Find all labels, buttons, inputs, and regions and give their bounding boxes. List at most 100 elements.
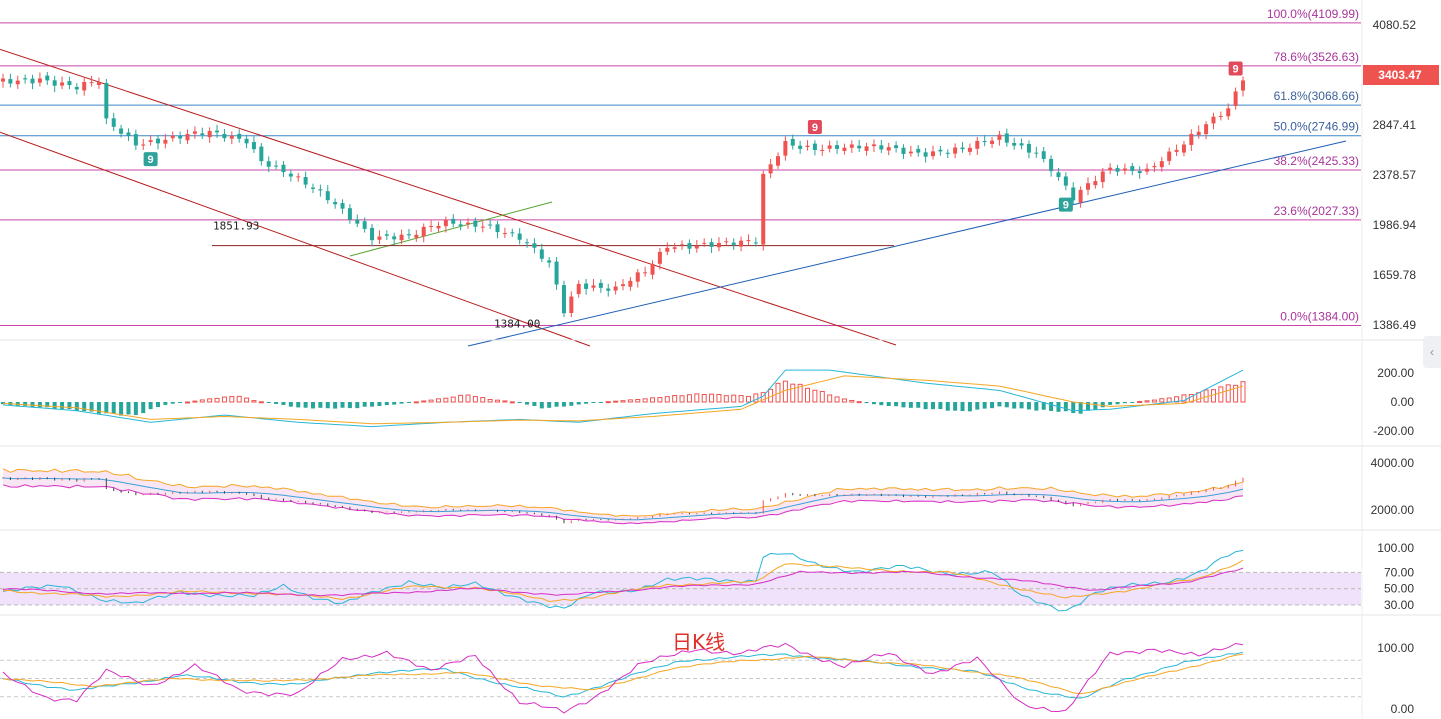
macd-histogram-bar [856,401,862,404]
candle-body [215,130,220,133]
axis-tick-label: 2847.41 [1373,118,1417,132]
kdj-d-line [2,653,1244,695]
macd-histogram-bar [886,402,891,407]
candle-body [1049,158,1054,172]
candle-body [82,81,87,91]
td-marker-label: 9 [812,122,818,134]
macd-histogram-bar [362,402,367,407]
candle-body [288,173,293,177]
macd-histogram-bar [569,402,574,406]
macd-histogram-bar [347,402,352,409]
macd-histogram-bar [642,398,648,403]
macd-histogram-bar [266,402,271,403]
candle-body [325,191,330,201]
candle-body [975,140,980,149]
macd-histogram-bar [990,402,995,409]
macd-histogram-bar [908,402,913,408]
macd-histogram-bar [916,402,921,408]
candle-body [680,244,685,246]
panel-collapse-button[interactable]: ‹ [1423,336,1441,368]
candle-body [8,79,13,84]
macd-histogram-bar [834,396,840,403]
macd-histogram-bar [745,395,751,403]
macd-histogram-bar [945,402,950,411]
candle-body [340,203,345,209]
macd-histogram-bar [458,394,464,403]
macd-histogram-bar [812,389,818,403]
macd-histogram-bar [23,402,28,406]
candle-body [982,141,987,143]
ascending-trendline [467,140,1347,347]
candle-body [776,156,780,166]
candle-body [783,140,788,156]
candle-body [1211,116,1216,124]
axis-tick-label: 2378.57 [1373,168,1417,182]
macd-tick-label: 0.00 [1391,395,1415,409]
macd-histogram-bar [1019,402,1024,409]
candle-body [702,242,707,244]
macd-histogram-bar [384,402,389,406]
candle-body [281,164,286,173]
macd-histogram-bar [126,402,131,415]
last-price-tag [1363,65,1439,85]
candle-body [510,232,515,234]
macd-histogram-bar [428,399,434,403]
chart-caption: 日K线 [672,630,725,654]
candle-body [156,138,160,144]
macd-histogram-bar [672,395,678,403]
macd-histogram-bar [694,393,700,403]
macd-histogram-bar [392,402,397,405]
candle-body [466,222,470,225]
macd-histogram-bar [782,380,788,403]
macd-histogram-bar [967,402,972,412]
macd-histogram-bar [1240,381,1246,403]
candle-body [355,219,360,224]
candle-body [827,145,832,149]
macd-histogram-bar [89,402,94,412]
td-marker [1228,61,1243,76]
candle-body [547,260,552,263]
kdj-k-line [2,651,1244,699]
candle-body [525,242,530,244]
fib-label: 78.6%(3526.63) [1274,50,1359,64]
candle-body [370,227,375,241]
candle-body [665,247,670,252]
macd-histogram-bar [923,402,928,410]
macd-histogram-bar [435,398,441,403]
candle-body [1233,91,1238,106]
macd-histogram-bar [1004,402,1009,408]
candle-body [731,242,736,245]
candle-body [133,134,138,146]
candle-body [488,224,493,226]
candle-body [170,135,175,139]
axis-tick-label: 1386.49 [1373,318,1417,332]
macd-histogram-bar [303,402,308,408]
candle-body [1145,168,1150,172]
macd-histogram-bar [731,394,737,403]
candle-body [1204,124,1209,135]
candle-body [229,135,234,139]
channel-upper-line [0,48,897,346]
candle-body [517,233,522,240]
macd-histogram-bar [931,402,935,410]
candle-body [613,286,618,291]
macd-histogram-bar [111,402,116,414]
price-annotation: 1851.93 [213,220,259,233]
td-marker-label: 9 [1233,63,1239,75]
macd-histogram-bar [561,402,566,407]
macd-histogram-bar [576,402,581,405]
macd-histogram-bar [1218,386,1224,403]
macd-histogram-bar [251,400,257,403]
candle-body [768,164,773,174]
candle-body [1078,189,1083,203]
macd-histogram-bar [199,399,205,403]
rsi-panel [0,549,1361,612]
macd-histogram-bar [584,402,589,404]
candle-body [1152,166,1157,168]
rsi-tick-label: 100.00 [1377,541,1414,555]
kdj-tick-label: 0.00 [1391,702,1415,716]
candle-body [879,145,884,150]
macd-histogram-bar [148,402,153,410]
candle-body [990,140,995,144]
candle-body [1063,176,1068,186]
